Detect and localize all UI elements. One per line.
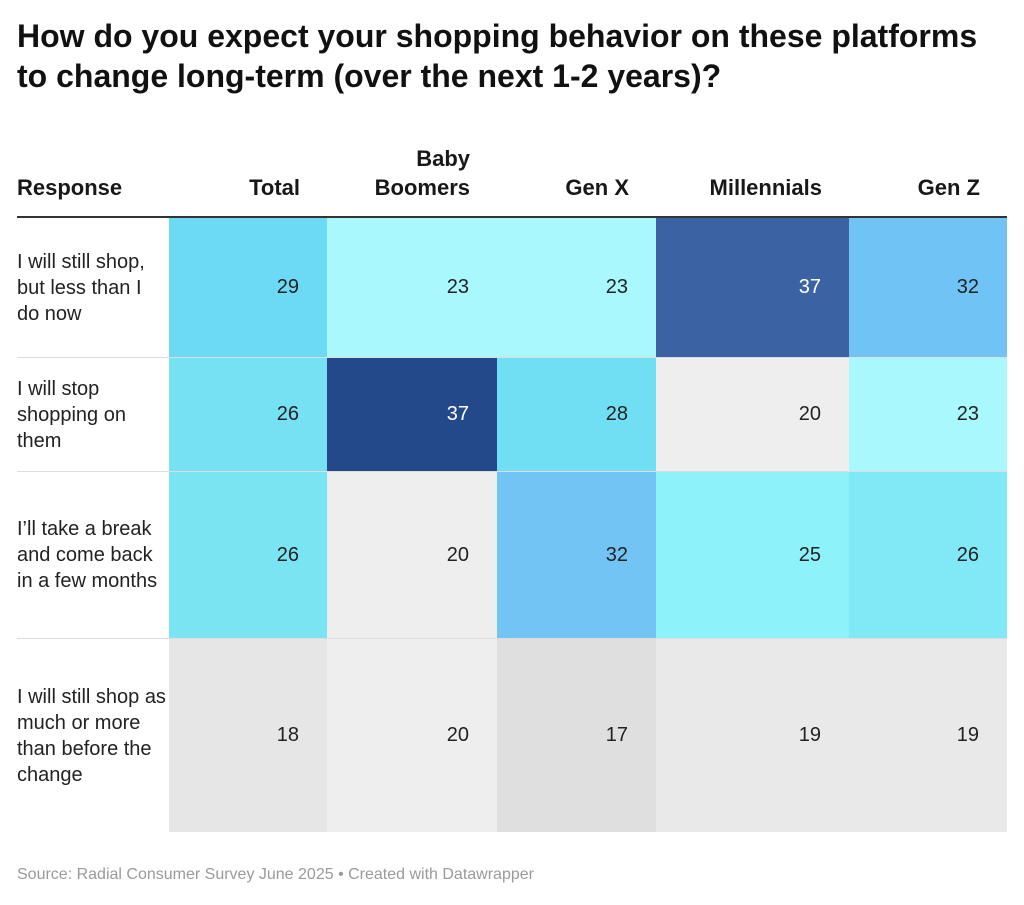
heatmap-cell: 26 [849,472,1007,638]
heatmap-cell: 20 [327,472,497,638]
heatmap-cell: 29 [169,218,327,357]
column-header: Baby Boomers [374,146,470,200]
row-label: I will stop shopping on them [17,377,126,452]
table-row: I will still shop as much or more than b… [17,639,1007,832]
heatmap-cell: 18 [169,639,327,832]
row-label: I’ll take a break and come back in a few… [17,518,158,592]
heatmap-cell: 23 [849,358,1007,471]
heatmap-cell: 17 [497,639,656,832]
heatmap-cell: 20 [656,358,849,471]
heatmap-cell: 26 [169,358,327,471]
heatmap-cell: 37 [656,218,849,357]
heatmap-cell: 23 [497,218,656,357]
table-header: Response Total Baby Boomers Gen X Millennial… [17,140,1007,218]
column-header: Gen Z [917,175,980,200]
column-header: Total [249,175,300,200]
heatmap-cell: 28 [497,358,656,471]
heatmap-cell: 19 [849,639,1007,832]
heatmap-cell: 20 [327,639,497,832]
heatmap-cell: 32 [497,472,656,638]
heatmap-cell: 25 [656,472,849,638]
column-header: Millennials [709,175,822,200]
table-row: I’ll take a break and come back in a few… [17,472,1007,639]
heatmap-cell: 37 [327,358,497,471]
heatmap-cell: 23 [327,218,497,357]
row-label: I will still shop as much or more than b… [17,685,166,786]
heatmap-cell: 26 [169,472,327,638]
heatmap-cell: 32 [849,218,1007,357]
column-header: Gen X [565,175,629,200]
column-header: Response [17,175,123,200]
source-note: Source: Radial Consumer Survey June 2025… [17,866,534,883]
table-row: I will still shop, but less than I do no… [17,218,1007,358]
chart-title: How do you expect your shopping behavior… [17,18,978,94]
heatmap-table: Response Total Baby Boomers Gen X Millennial… [17,140,1007,832]
table-row: I will stop shopping on them 26 37 28 20 23 [17,358,1007,472]
heatmap-cell: 19 [656,639,849,832]
table-body: I will still shop, but less than I do no… [17,218,1007,832]
row-label: I will still shop, but less than I do no… [17,250,145,325]
